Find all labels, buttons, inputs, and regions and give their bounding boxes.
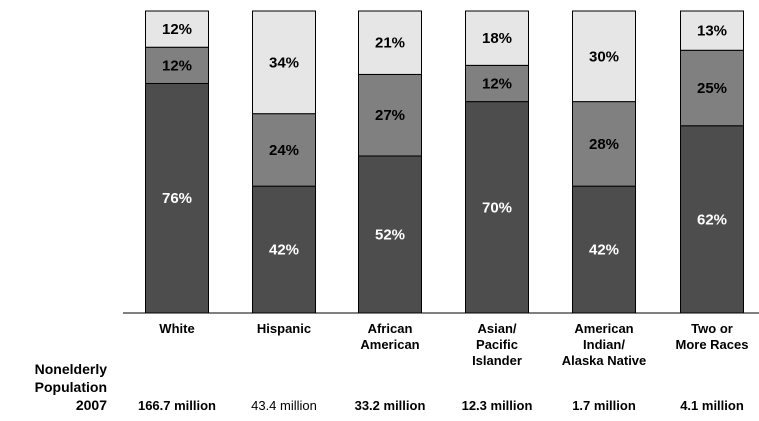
population-value: 1.7 million — [572, 398, 636, 413]
population-value: 4.1 million — [680, 398, 744, 413]
category-label: Asian/Pacific Islander — [472, 321, 522, 368]
bar-segment — [358, 73, 422, 157]
data-label: 62% — [697, 211, 727, 228]
bar-segment — [572, 185, 636, 314]
data-label: 12% — [482, 75, 512, 92]
data-label: 34% — [269, 54, 299, 71]
population-value: 33.2 million — [355, 398, 426, 413]
data-label: 42% — [589, 242, 619, 259]
bar-segment — [465, 10, 529, 66]
data-label: 12% — [162, 21, 192, 38]
bar-segment — [680, 125, 744, 314]
category-label: American Indian/Alaska Native — [562, 321, 647, 368]
data-label: 21% — [375, 35, 405, 52]
bar-segment — [252, 185, 316, 314]
population-heading-text: Nonelderly Population 2007 — [35, 361, 108, 413]
category-label: Two or More Races — [676, 321, 749, 352]
category-label: Hispanic — [257, 321, 311, 336]
population-values: 166.7 million 43.4 million 33.2 million 12.… — [138, 398, 744, 413]
population-value: 12.3 million — [462, 398, 533, 413]
data-label: 27% — [375, 107, 405, 124]
data-label: 25% — [697, 80, 727, 97]
data-label: 52% — [375, 226, 405, 243]
bar-segment — [145, 46, 209, 84]
population-heading: Nonelderly Population 2007 — [35, 361, 108, 413]
bars-group: 76% 12% 12% 42% 24% 34% 52% 27% 21% 70% 12% 18% 42% 2… — [145, 10, 744, 314]
bar-segment — [465, 64, 529, 103]
data-label: 70% — [482, 199, 512, 216]
category-labels: White Hispanic African American Asian/Pacifi… — [159, 321, 748, 368]
bar-segment — [358, 10, 422, 75]
data-label: 28% — [589, 136, 619, 153]
population-value: 166.7 million — [138, 398, 216, 413]
data-label: 18% — [482, 30, 512, 47]
data-label: 24% — [269, 142, 299, 159]
data-label: 76% — [162, 190, 192, 207]
bar-segment — [680, 49, 744, 127]
data-label: 12% — [162, 57, 192, 74]
bar-segment — [252, 113, 316, 187]
bar-segment — [465, 101, 529, 314]
bar-segment — [680, 10, 744, 51]
bar-segment — [145, 82, 209, 314]
category-label: White — [159, 321, 194, 336]
category-label: African American — [360, 321, 419, 352]
bar-segment — [572, 10, 636, 103]
data-label: 30% — [589, 48, 619, 65]
data-label: 13% — [697, 23, 727, 40]
population-value: 43.4 million — [251, 398, 317, 413]
bar-segment — [252, 10, 316, 115]
bar-segment — [145, 10, 209, 48]
data-label: 42% — [269, 242, 299, 259]
